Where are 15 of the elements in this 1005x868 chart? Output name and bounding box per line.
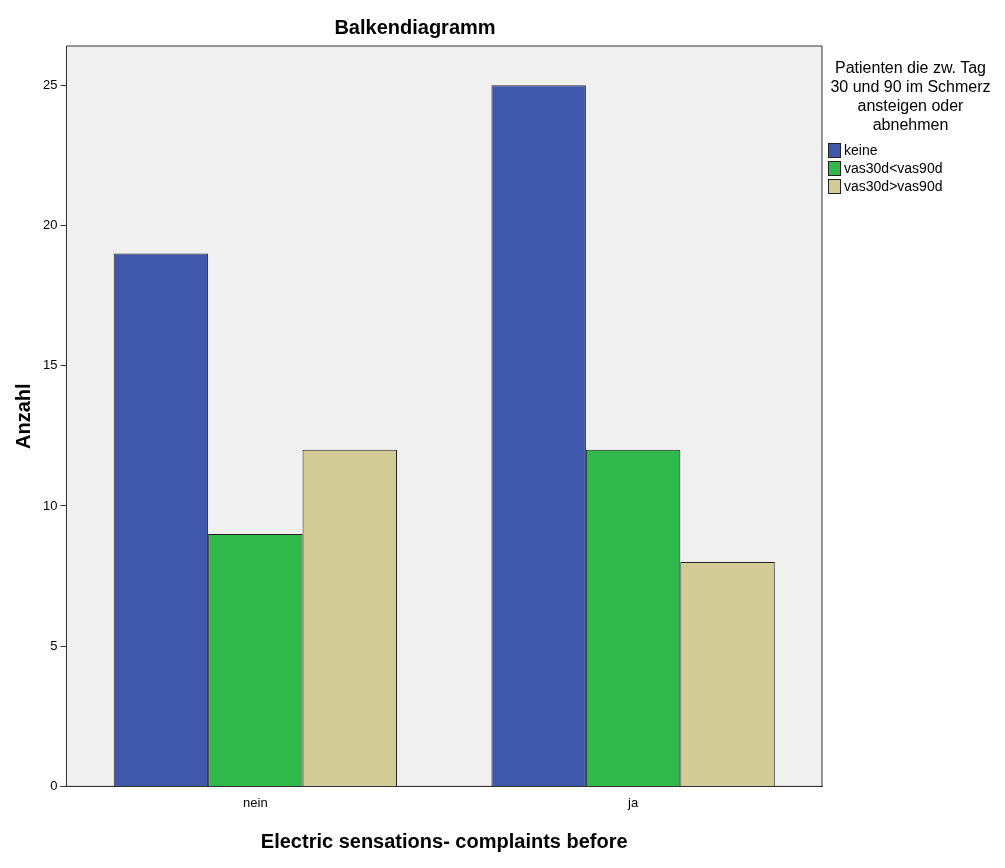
chart-title: Balkendiagramm bbox=[334, 15, 496, 38]
legend-label: vas30d<vas90d bbox=[844, 160, 943, 176]
y-tick-label: 10 bbox=[42, 497, 58, 513]
x-axis-title: Electric sensations- complaints before bbox=[260, 829, 628, 852]
y-axis-title: Anzahl bbox=[11, 383, 34, 449]
y-tick-label: 20 bbox=[42, 217, 58, 233]
legend-title: Patienten die zw. Tag 30 und 90 im Schmerz ansteigen oder abnehmen bbox=[829, 58, 992, 134]
x-tick-label: nein bbox=[243, 794, 268, 810]
y-tick-label: 15 bbox=[42, 357, 58, 373]
y-tick-label: 0 bbox=[50, 777, 58, 793]
x-tick-label: ja bbox=[627, 794, 639, 810]
legend-label: keine bbox=[844, 142, 878, 158]
y-tick-label: 25 bbox=[42, 76, 58, 92]
y-tick-label: 5 bbox=[50, 637, 58, 653]
legend-label: vas30d>vas90d bbox=[844, 178, 943, 194]
